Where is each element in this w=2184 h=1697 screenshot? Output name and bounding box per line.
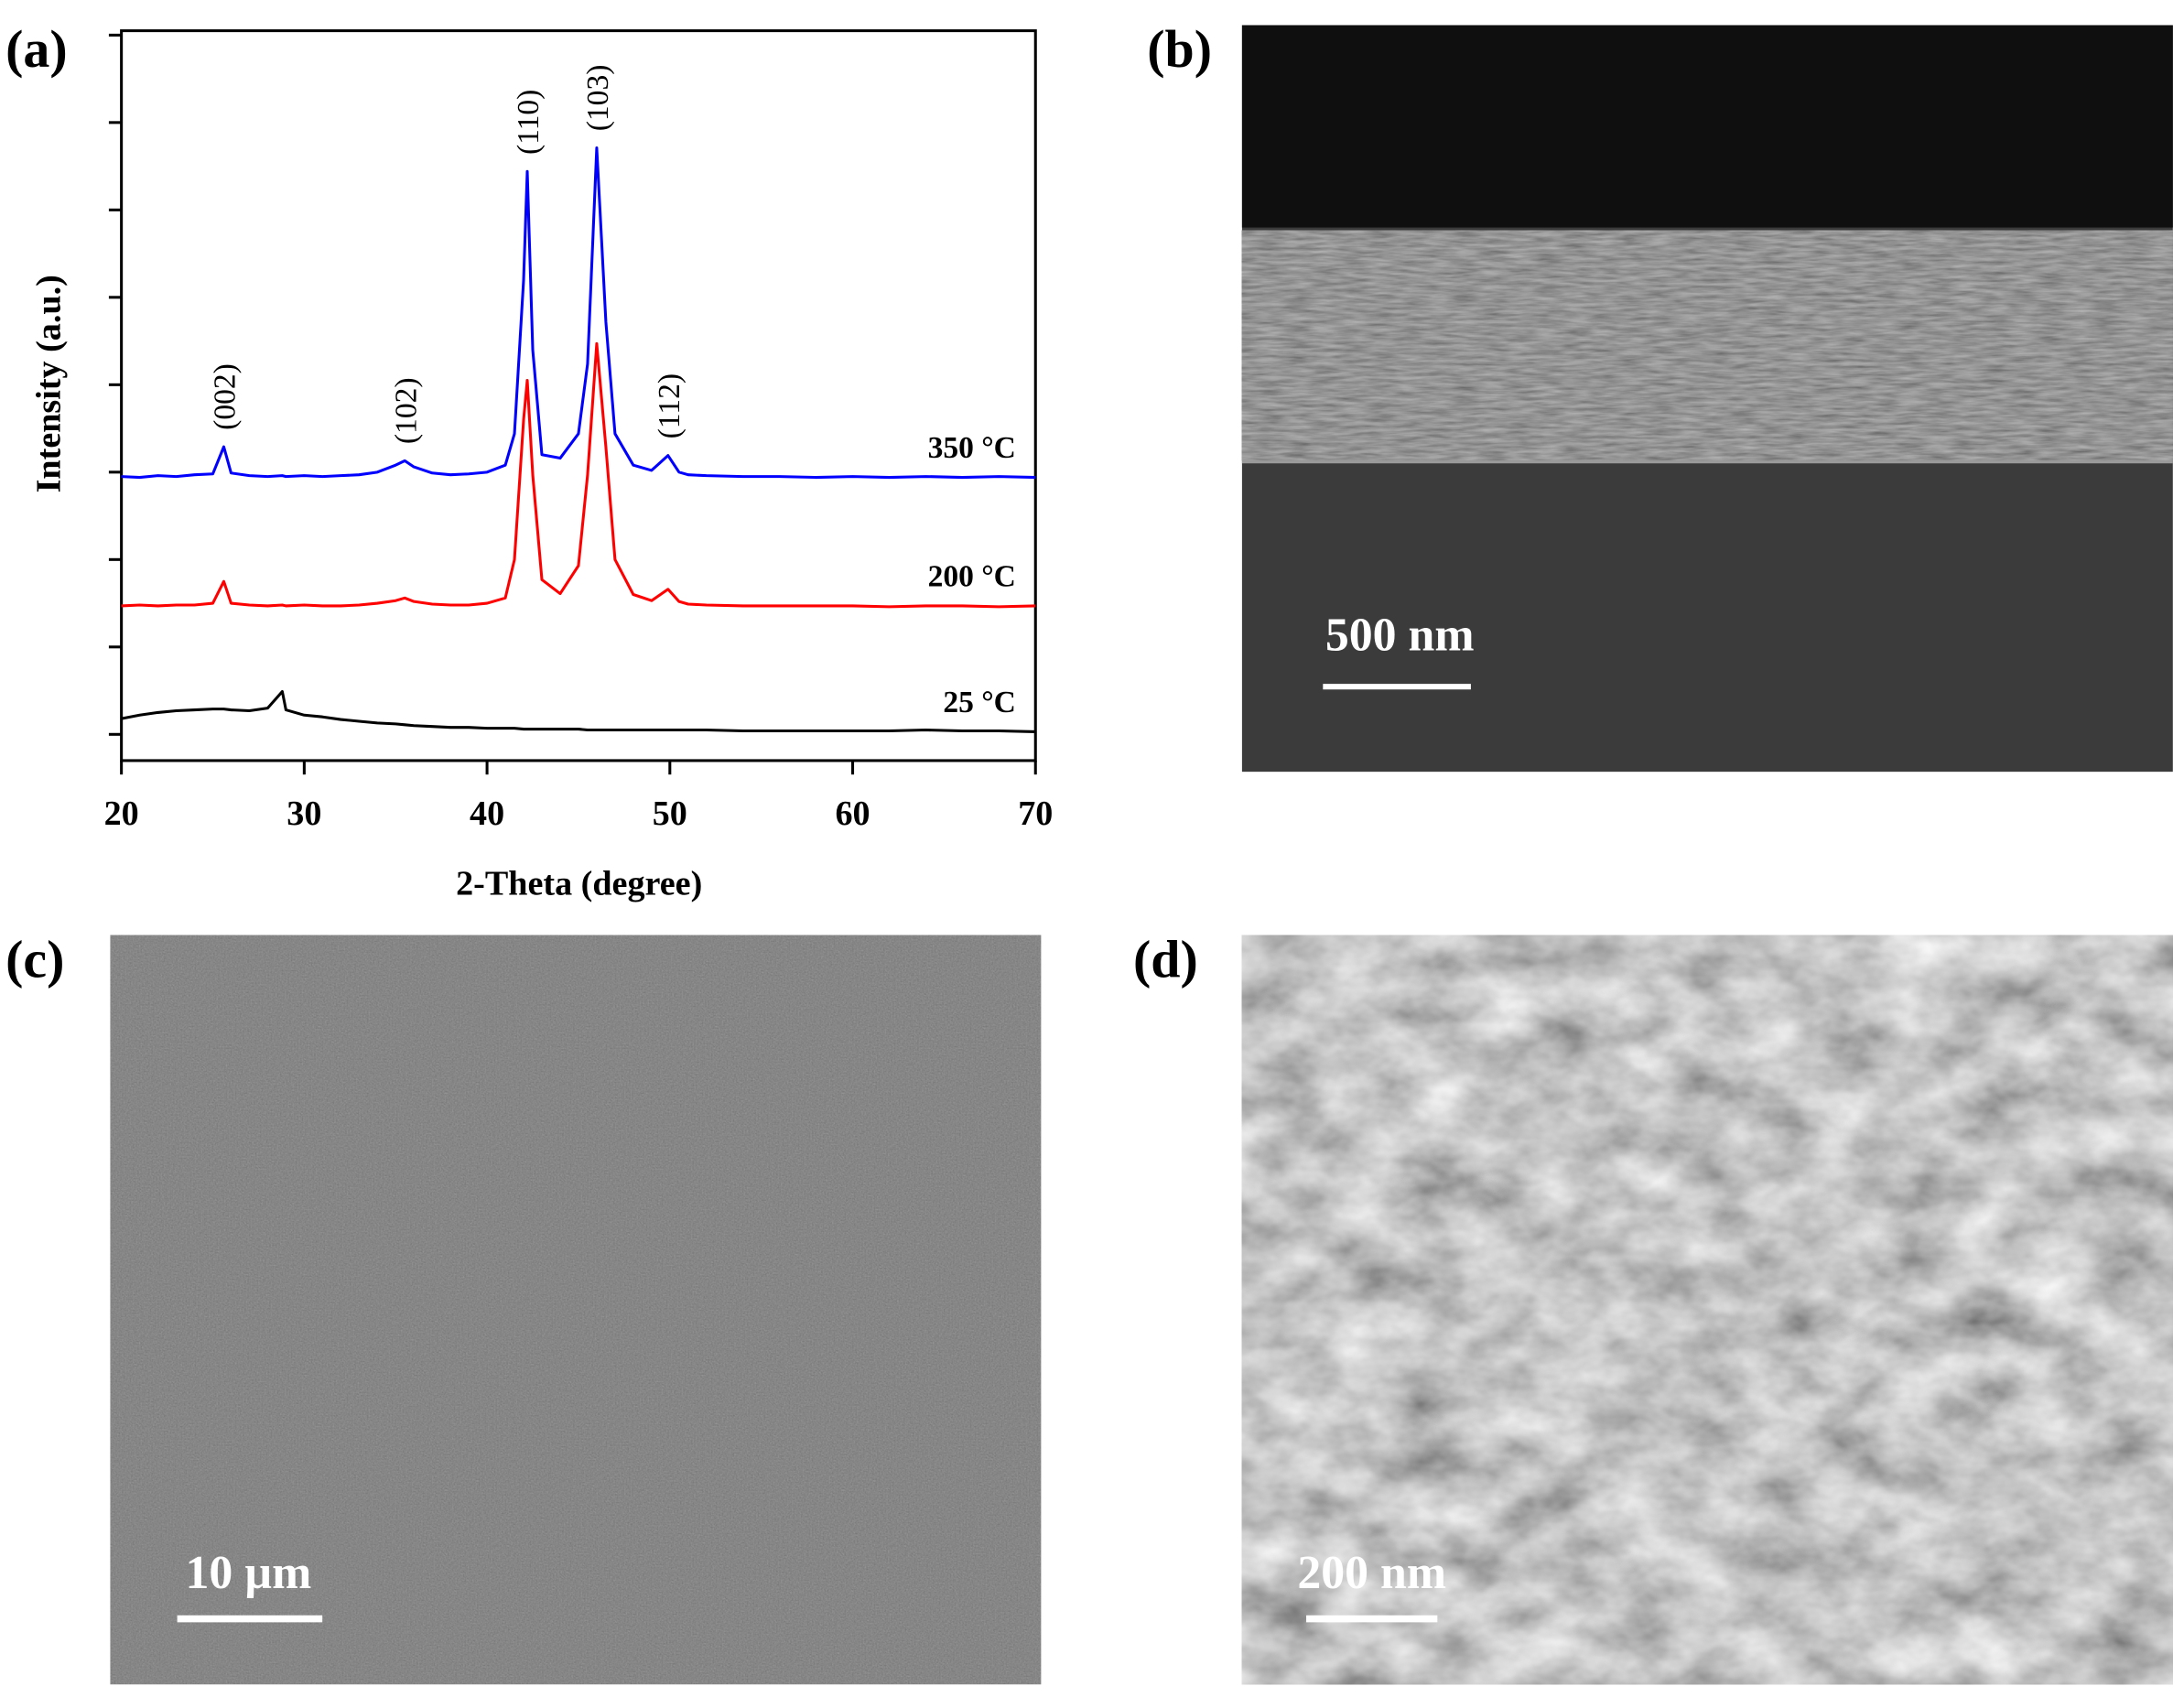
- peak-label: (102): [389, 377, 423, 444]
- series-label: 25 °C: [943, 686, 1016, 719]
- image-texture: [110, 935, 1042, 1685]
- panel-label: (c): [5, 929, 64, 989]
- x-tick-label: 20: [104, 794, 139, 833]
- series-label: 200 °C: [928, 560, 1016, 594]
- panel-label: (a): [5, 19, 68, 79]
- panel-label: (d): [1133, 929, 1198, 989]
- series-label: 350 °C: [928, 431, 1016, 465]
- peak-label: (110): [512, 90, 546, 155]
- x-tick-label: 50: [653, 794, 687, 833]
- y-axis-label: Intensity (a.u.): [30, 275, 69, 492]
- x-tick-label: 40: [470, 794, 504, 833]
- film-layer: [1241, 230, 2173, 461]
- peak-label: (103): [581, 65, 615, 132]
- x-axis-label: 2-Theta (degree): [456, 864, 702, 903]
- plot-frame: [120, 29, 1037, 762]
- xrd-chart: 2-Theta (degree) Intensity (a.u.) 20 30 40…: [30, 29, 1053, 903]
- peak-label: (112): [653, 373, 687, 438]
- x-tick-label: 70: [1018, 794, 1053, 833]
- image-texture: [1241, 935, 2173, 1685]
- peak-label: (002): [209, 363, 243, 430]
- scale-bar-label: 500 nm: [1325, 610, 1475, 662]
- scale-bar-label: 200 nm: [1297, 1547, 1446, 1599]
- sem-top-view-low: 10 µm: [110, 935, 1042, 1685]
- vacuum: [1241, 25, 2173, 228]
- data-line: [121, 689, 1036, 733]
- scale-bar-label: 10 µm: [185, 1547, 311, 1599]
- data-line: [121, 146, 1036, 480]
- sem-top-view-high: 200 nm: [1241, 935, 2173, 1685]
- x-tick-label: 30: [287, 794, 321, 833]
- panel-label: (b): [1147, 19, 1212, 79]
- x-tick-label: 60: [835, 794, 870, 833]
- sem-cross-section: 500 nm: [1241, 25, 2173, 773]
- data-line: [121, 341, 1036, 609]
